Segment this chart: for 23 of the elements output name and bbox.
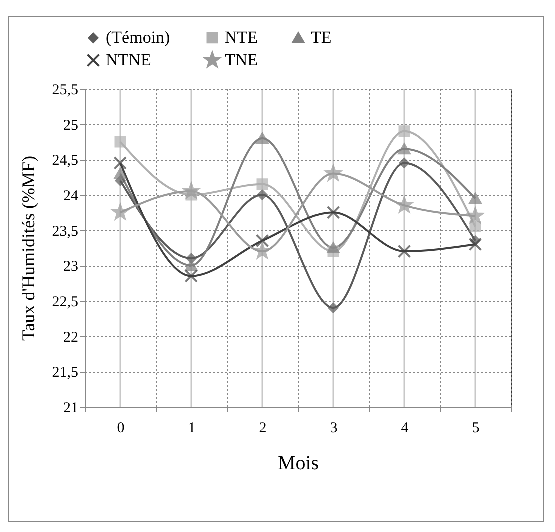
legend-label: (Témoin) — [106, 28, 170, 48]
y-tick-label: 25 — [64, 118, 78, 134]
x-tick-label: 0 — [117, 420, 125, 436]
y-tick-label: 21,5 — [52, 365, 78, 382]
x-tick-label: 5 — [472, 420, 480, 436]
legend-label: TNE — [225, 50, 258, 70]
legend-label: TE — [311, 28, 332, 47]
x-tick-label: 4 — [401, 420, 410, 436]
x-axis-title: Mois — [278, 452, 320, 474]
y-axis-title: Taux d'Humidités (%MF) — [18, 156, 38, 341]
y-tick-label: 23 — [64, 259, 78, 276]
x-tick-label: 1 — [188, 420, 196, 436]
y-tick-label: 24 — [64, 188, 79, 204]
y-tick-label: 21 — [64, 400, 78, 416]
y-tick-label: 22 — [64, 330, 78, 346]
legend-label: NTNE — [106, 50, 152, 70]
y-tick-label: 22,5 — [52, 294, 78, 310]
y-tick-label: 25,5 — [52, 82, 78, 98]
x-tick-label: 3 — [330, 420, 338, 436]
y-tick-label: 23,5 — [52, 224, 78, 240]
x-tick-label: 2 — [259, 420, 267, 436]
y-tick-label: 24,5 — [52, 153, 78, 170]
legend-label: NTE — [225, 28, 258, 47]
